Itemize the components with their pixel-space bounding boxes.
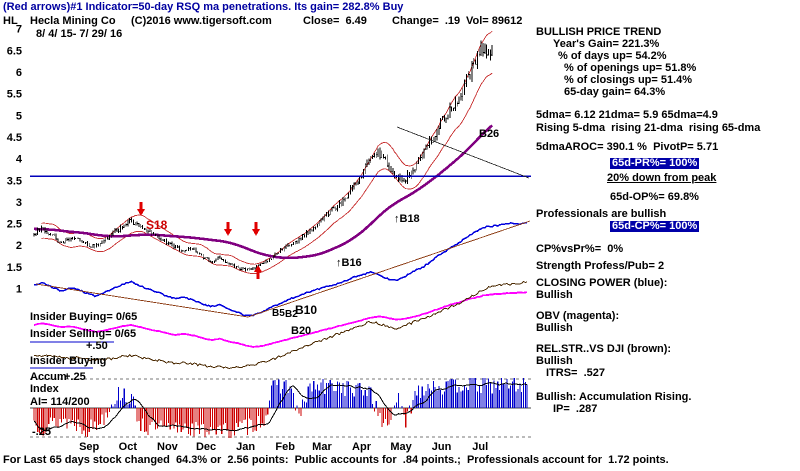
dma-rising: Rising 5-dma rising 21-dma rising 65-dma: [536, 122, 761, 134]
obv-status: Bullish: [536, 322, 573, 334]
date-range: 8/ 4/ 15- 7/ 29/ 16: [36, 28, 123, 40]
accumulation-note: Bullish: Accumulation Rising.: [536, 391, 692, 403]
gain-65day: 65-day gain= 64.3%: [564, 86, 666, 98]
closing-power-heading: CLOSING POWER (blue):: [536, 277, 668, 289]
accum-scale-minus25: -.25: [32, 426, 51, 438]
svg-text:B20: B20: [291, 325, 311, 337]
insider-buying-count: Insider Buying= 0/65: [30, 311, 138, 323]
svg-text:5.5: 5.5: [7, 89, 22, 101]
svg-text:4.5: 4.5: [7, 132, 22, 144]
svg-text:2: 2: [16, 240, 22, 252]
svg-text:1: 1: [16, 284, 22, 296]
change-value: Change= .19: [392, 15, 461, 27]
volume-value: Vol= 89612: [466, 15, 523, 27]
svg-text:Nov: Nov: [157, 441, 179, 453]
op65-value: 65d-OP%= 69.8%: [610, 191, 699, 203]
itrs-value: ITRS= .527: [546, 367, 606, 379]
svg-text:1.5: 1.5: [7, 262, 22, 274]
svg-text:S18: S18: [146, 218, 168, 232]
svg-text:May: May: [390, 441, 412, 453]
svg-text:6: 6: [16, 67, 22, 79]
svg-text:Jan: Jan: [236, 441, 255, 453]
ticker-symbol: HL: [3, 15, 18, 27]
svg-text:B26: B26: [479, 128, 499, 140]
svg-text:Sep: Sep: [79, 441, 99, 453]
ip-value: IP= .287: [553, 403, 598, 415]
price-trend-heading: BULLISH PRICE TREND: [536, 26, 662, 38]
svg-text:Jul: Jul: [472, 441, 488, 453]
obv-heading: OBV (magenta):: [536, 310, 620, 322]
svg-text:Oct: Oct: [119, 441, 138, 453]
svg-text:Dec: Dec: [196, 441, 216, 453]
svg-text:6.5: 6.5: [7, 45, 22, 57]
svg-text:3.5: 3.5: [7, 175, 22, 187]
aroc-pivot: 5dmaAROC= 390.1 % PivotP= 5.71: [536, 141, 719, 153]
svg-text:B10: B10: [295, 303, 317, 317]
insider-buying-label: Insider Buying: [30, 355, 107, 367]
svg-text:Feb: Feb: [275, 441, 295, 453]
accum-label: Accum: [30, 371, 67, 383]
insider-selling-count: Insider Selling= 0/65: [30, 328, 137, 340]
pr65-badge: 65d-PR%= 100%: [610, 157, 700, 169]
svg-text:2.5: 2.5: [7, 219, 22, 231]
insider-scale-plus50: +.50: [86, 340, 108, 352]
years-gain: Year's Gain= 221.3%: [553, 38, 660, 50]
svg-text:7: 7: [16, 24, 22, 36]
cp65-badge: 65d-CP%= 100%: [610, 220, 700, 232]
copyright-site: (C)2016 www.tigersoft.com: [131, 15, 272, 27]
summary-line: For Last 65 days stock changed 64.3% or …: [3, 454, 669, 466]
indicator-title: (Red arrows)#1 Indicator=50-day RSQ ma p…: [3, 1, 404, 13]
closing-power-status: Bullish: [536, 289, 573, 301]
svg-text:B5: B5: [272, 308, 285, 319]
cp-vs-pr: CP%vsPr%= 0%: [536, 243, 624, 255]
svg-text:5: 5: [16, 110, 22, 122]
svg-text:Jun: Jun: [432, 441, 452, 453]
accum-scale-plus25: +.25: [64, 371, 86, 383]
strength-ratio: Strength Profess/Pub= 2: [536, 260, 665, 272]
pct-closings-up: % of closings up= 51.4%: [564, 74, 693, 86]
index-label: Index: [30, 383, 59, 395]
relstr-status: Bullish: [536, 355, 573, 367]
professionals-note: Professionals are bullish: [536, 208, 667, 220]
company-name: Hecla Mining Co: [30, 15, 116, 27]
svg-text:4: 4: [16, 154, 23, 166]
pct-days-up: % of days up= 54.2%: [558, 50, 667, 62]
svg-text:Mar: Mar: [312, 441, 332, 453]
dma-values: 5dma= 6.12 21dma= 5.9 65dma=4.9: [536, 109, 718, 121]
svg-text:↑B18: ↑B18: [394, 213, 420, 225]
accum-index-value: AI= 114/200: [30, 396, 90, 408]
svg-text:B2: B2: [285, 309, 298, 320]
svg-text:Apr: Apr: [352, 441, 372, 453]
close-value: Close= 6.49: [303, 15, 367, 27]
down-from-peak-note: 20% down from peak: [607, 172, 717, 184]
pct-openings-up: % of openings up= 51.8%: [564, 62, 697, 74]
svg-text:↑B16: ↑B16: [336, 257, 362, 269]
relstr-heading: REL.STR..VS DJI (brown):: [536, 343, 672, 355]
svg-text:3: 3: [16, 197, 22, 209]
